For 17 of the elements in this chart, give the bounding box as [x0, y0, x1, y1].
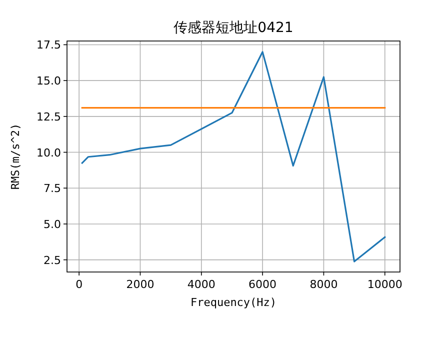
x-tick-label: 2000	[126, 278, 154, 291]
x-tick-label: 0	[76, 278, 83, 291]
x-tick-label: 4000	[187, 278, 216, 291]
line-series	[81, 51, 386, 262]
y-tick-label: 2.5	[44, 254, 61, 267]
chart-title: 传感器短地址0421	[174, 20, 294, 36]
y-tick-label: 12.5	[36, 110, 61, 124]
x-tick-label: 6000	[248, 278, 277, 291]
y-tick-label: 10.0	[36, 146, 61, 160]
y-tick-label: 17.5	[36, 38, 61, 52]
y-axis-title: RMS(m/s^2)	[9, 123, 22, 190]
y-tick-label: 5.0	[44, 218, 61, 231]
x-tick-label: 10000	[367, 278, 402, 291]
y-tick-label: 15.0	[36, 74, 61, 88]
x-axis-title: Frequency(Hz)	[190, 296, 277, 309]
y-tick-label: 7.5	[44, 182, 61, 196]
x-tick-label: 8000	[310, 278, 338, 291]
